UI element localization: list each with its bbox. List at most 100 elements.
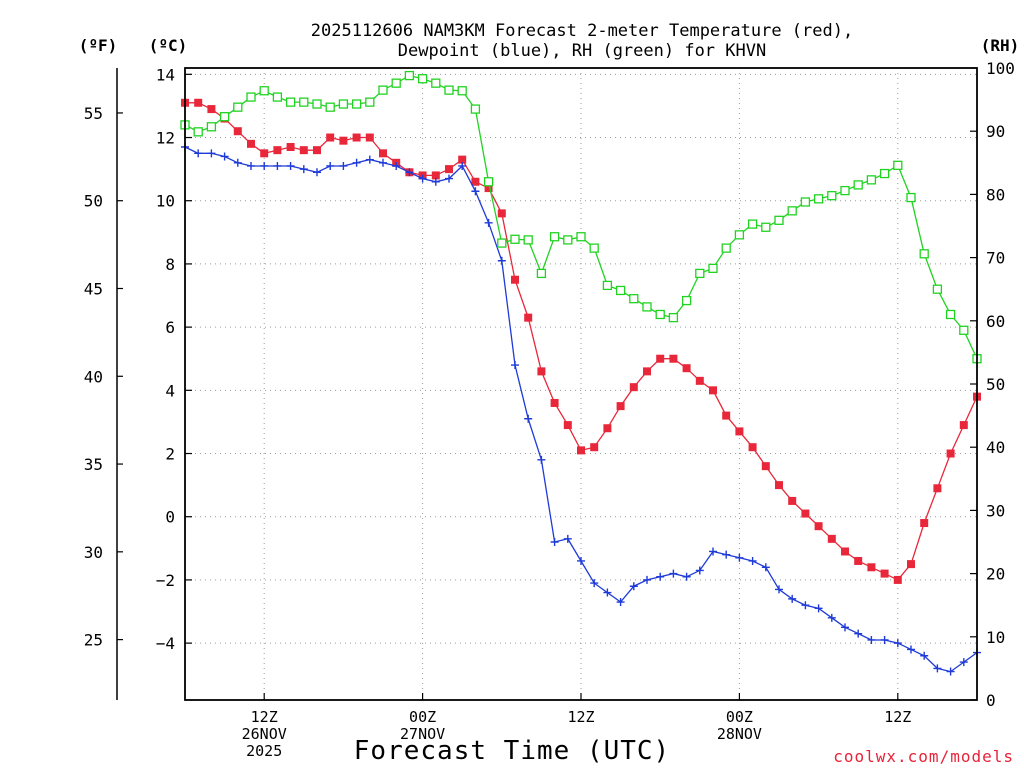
rh-point [668, 312, 679, 323]
rh-point [774, 215, 784, 225]
rh-tick-label: 40 [986, 438, 1005, 457]
rh-point [206, 122, 217, 132]
dewpoint-point [260, 161, 269, 170]
dewpoint-point [418, 174, 427, 183]
celsius-axis-ticks: 14 12 10 8 6 4 2 0 −2 −4 [156, 65, 192, 653]
rh-point [576, 232, 586, 242]
temperature-point [788, 496, 797, 505]
temperature-point [313, 146, 321, 155]
dewpoint-point [682, 572, 691, 581]
temperature-point [207, 105, 216, 114]
dewpoint-point [907, 645, 915, 654]
dewpoint-point [722, 550, 731, 559]
time-tick-label: 26NOV [242, 725, 287, 743]
temperature-point [775, 481, 783, 490]
dewpoint-point [801, 601, 810, 610]
rh-point [642, 302, 652, 312]
rh-tick-label: 100 [986, 59, 1015, 78]
series-temperature-c [181, 98, 981, 584]
temperature-point [682, 364, 691, 373]
dewpoint-point [761, 563, 770, 572]
rh-point [457, 86, 467, 96]
fahrenheit-tick-label: 40 [84, 367, 103, 386]
dewpoint-point [629, 582, 638, 591]
temperature-point [537, 367, 546, 376]
dewpoint-point [854, 629, 863, 638]
rh-point [523, 235, 533, 245]
temperature-point [497, 209, 506, 218]
temperature-point [907, 560, 915, 569]
dewpoint-point [841, 623, 849, 632]
rh-point [497, 238, 507, 248]
dewpoint-point [365, 155, 374, 164]
rh-point [853, 180, 863, 190]
temperature-point [445, 165, 453, 174]
celsius-tick-label: 6 [165, 318, 175, 337]
temperature-point [656, 354, 665, 363]
dewpoint-point [207, 149, 216, 158]
dewpoint-point [247, 161, 255, 170]
dewpoint-point [893, 639, 902, 648]
rh-point [840, 185, 850, 196]
rh-point [536, 268, 547, 279]
temperature-point [880, 569, 889, 578]
rh-point [351, 99, 362, 109]
chart-title-line-2: Dewpoint (blue), RH (green) for KHVN [398, 41, 766, 61]
rh-point [827, 191, 837, 201]
celsius-tick-label: −2 [156, 571, 175, 590]
credit-text: coolwx.com/models [833, 747, 1014, 766]
dewpoint-point [880, 635, 889, 644]
dewpoint-point [933, 664, 942, 673]
dewpoint-point [775, 585, 783, 594]
temperature-point [814, 522, 823, 531]
rh-tick-label: 90 [986, 122, 1005, 141]
rh-point [721, 243, 731, 253]
dewpoint-point [616, 598, 625, 607]
rh-point [444, 85, 454, 95]
temperature-point [194, 98, 203, 107]
rh-point [299, 97, 309, 107]
rh-point [932, 284, 943, 294]
rh-tick-label: 80 [986, 185, 1005, 204]
temperature-point [603, 424, 612, 433]
rh-point [312, 99, 322, 109]
rh-point [404, 70, 415, 81]
rh-point [233, 102, 243, 112]
rh-point [193, 127, 203, 137]
time-tick-label: 00Z [726, 708, 753, 726]
dewpoint-point [484, 218, 493, 227]
rh-point [866, 175, 877, 185]
dewpoint-point [405, 168, 414, 177]
temperature-point [801, 509, 810, 518]
celsius-tick-label: 14 [156, 65, 175, 84]
celsius-tick-label: 4 [165, 381, 175, 400]
rh-point [747, 219, 758, 229]
dewpoint-point [194, 149, 203, 158]
dewpoint-point [550, 538, 559, 546]
fahrenheit-tick-label: 35 [84, 455, 103, 474]
temperature-point [629, 383, 638, 392]
temperature-point [379, 149, 387, 158]
fahrenheit-tick-label: 50 [84, 192, 103, 211]
rh-point [813, 194, 824, 204]
temperature-point [827, 534, 836, 543]
rh-point [629, 294, 639, 304]
temperature-point [563, 421, 572, 430]
rh-tick-label: 60 [986, 312, 1005, 331]
celsius-tick-label: 8 [165, 255, 175, 274]
fahrenheit-tick-label: 55 [84, 104, 103, 123]
dewpoint-point [233, 158, 242, 167]
series-dewpoint-c [181, 143, 981, 676]
temperature-point [920, 519, 929, 528]
series-layer [180, 70, 982, 676]
temperature-point [273, 146, 282, 155]
rh-point [285, 97, 296, 107]
rh-point [510, 234, 520, 244]
celsius-tick-label: 10 [156, 192, 175, 211]
temperature-point [867, 563, 876, 572]
temperature-point [643, 367, 651, 376]
dewpoint-point [445, 174, 453, 183]
rh-point [563, 235, 573, 245]
